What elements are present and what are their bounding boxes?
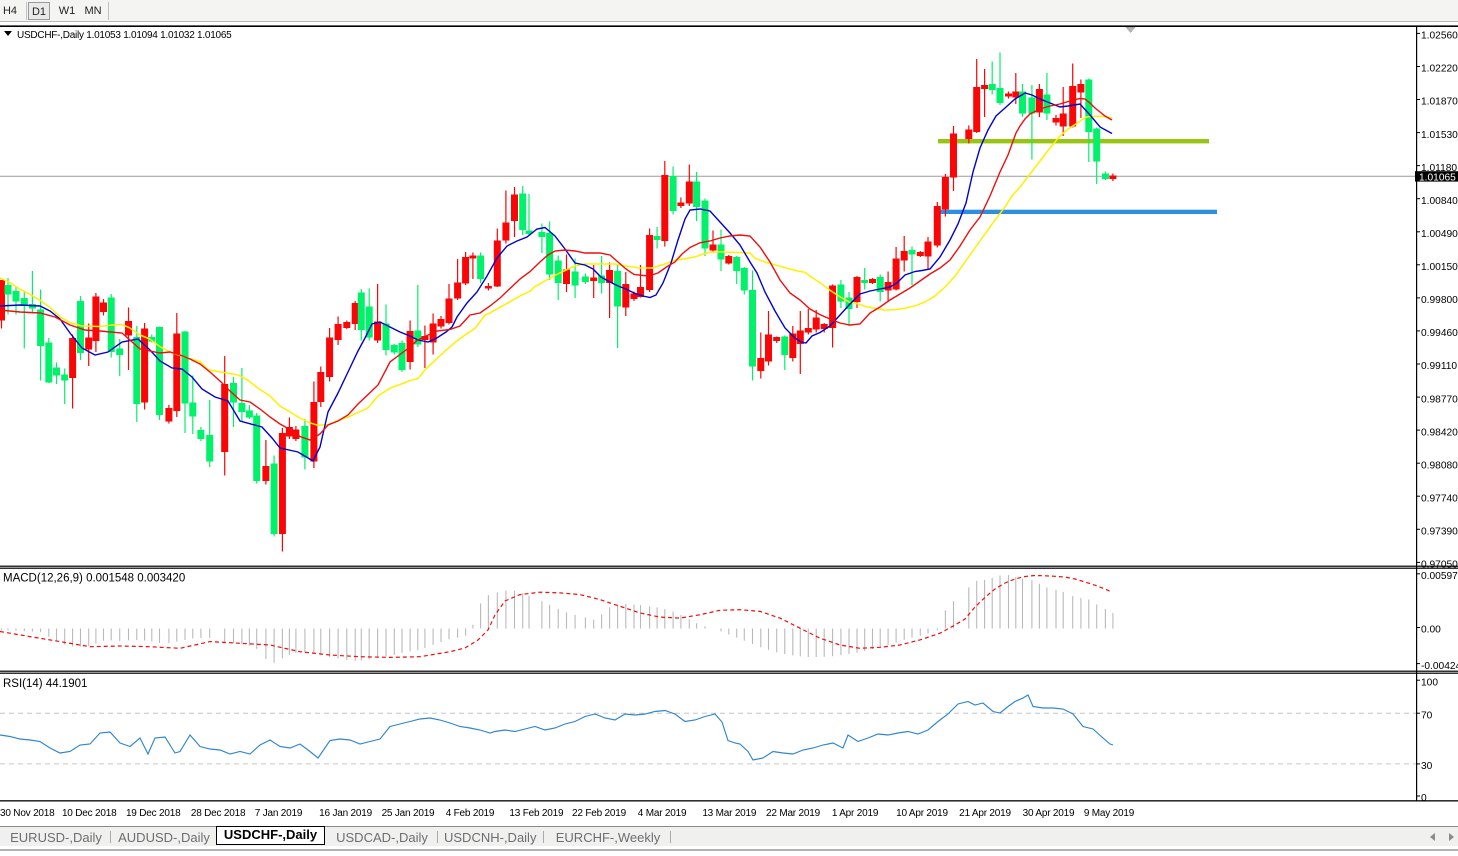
- svg-text:0.99800: 0.99800: [1421, 295, 1458, 306]
- svg-text:0: 0: [1421, 793, 1427, 804]
- svg-text:USDCHF-,Daily 1.01053 1.01094: USDCHF-,Daily 1.01053 1.01094 1.01032 1.…: [17, 30, 232, 41]
- svg-text:13 Mar 2019: 13 Mar 2019: [702, 808, 757, 819]
- svg-text:100: 100: [1421, 677, 1438, 688]
- svg-text:1.00150: 1.00150: [1421, 262, 1458, 273]
- svg-text:30: 30: [1421, 761, 1433, 772]
- svg-text:0.98080: 0.98080: [1421, 460, 1458, 471]
- svg-text:22 Feb 2019: 22 Feb 2019: [572, 808, 627, 819]
- svg-text:10 Apr 2019: 10 Apr 2019: [896, 808, 948, 819]
- svg-text:0.97740: 0.97740: [1421, 493, 1458, 504]
- svg-text:1.00490: 1.00490: [1421, 229, 1458, 240]
- svg-text:30 Apr 2019: 30 Apr 2019: [1023, 808, 1075, 819]
- svg-text:1.01180: 1.01180: [1421, 163, 1457, 174]
- svg-text:1.00840: 1.00840: [1421, 196, 1458, 207]
- svg-text:1.02220: 1.02220: [1421, 64, 1458, 75]
- svg-text:0.00: 0.00: [1421, 625, 1441, 636]
- svg-text:1.01530: 1.01530: [1421, 130, 1458, 141]
- svg-text:16 Jan 2019: 16 Jan 2019: [319, 808, 372, 819]
- svg-text:RSI(14) 44.1901: RSI(14) 44.1901: [3, 678, 87, 690]
- svg-text:1.02560: 1.02560: [1421, 31, 1458, 42]
- svg-text:70: 70: [1421, 710, 1433, 721]
- svg-text:28 Dec 2018: 28 Dec 2018: [191, 808, 246, 819]
- svg-text:0.97050: 0.97050: [1421, 560, 1458, 571]
- svg-text:19 Dec 2018: 19 Dec 2018: [126, 808, 181, 819]
- svg-text:13 Feb 2019: 13 Feb 2019: [509, 808, 564, 819]
- svg-text:0.00597: 0.00597: [1421, 571, 1458, 582]
- svg-text:7 Jan 2019: 7 Jan 2019: [255, 808, 303, 819]
- svg-text:4 Feb 2019: 4 Feb 2019: [446, 808, 495, 819]
- svg-text:0.97390: 0.97390: [1421, 527, 1458, 538]
- svg-text:1.01065: 1.01065: [1419, 173, 1456, 184]
- svg-text:30 Nov 2018: 30 Nov 2018: [0, 808, 55, 819]
- svg-text:MACD(12,26,9) 0.001548 0.00342: MACD(12,26,9) 0.001548 0.003420: [3, 573, 185, 585]
- svg-text:1.01870: 1.01870: [1421, 97, 1458, 108]
- svg-text:21 Apr 2019: 21 Apr 2019: [959, 808, 1011, 819]
- svg-text:1 Apr 2019: 1 Apr 2019: [832, 808, 879, 819]
- svg-text:9 May 2019: 9 May 2019: [1084, 808, 1135, 819]
- svg-text:0.99110: 0.99110: [1421, 361, 1457, 372]
- svg-text:-0.004243: -0.004243: [1421, 661, 1458, 672]
- svg-text:0.98770: 0.98770: [1421, 394, 1458, 405]
- svg-text:4 Mar 2019: 4 Mar 2019: [638, 808, 687, 819]
- svg-text:25 Jan 2019: 25 Jan 2019: [382, 808, 435, 819]
- svg-text:10 Dec 2018: 10 Dec 2018: [62, 808, 117, 819]
- svg-text:0.99460: 0.99460: [1421, 328, 1458, 339]
- svg-text:22 Mar 2019: 22 Mar 2019: [766, 808, 821, 819]
- svg-text:0.98420: 0.98420: [1421, 427, 1458, 438]
